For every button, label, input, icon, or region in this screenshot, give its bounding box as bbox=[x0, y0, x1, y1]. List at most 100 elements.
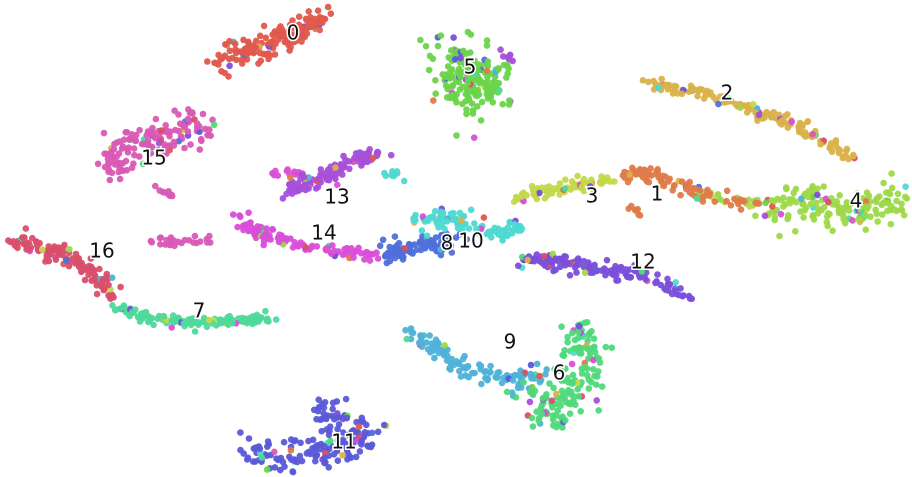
cluster-5-point bbox=[448, 66, 456, 73]
cluster-11-point bbox=[326, 427, 333, 435]
cluster-5-point bbox=[467, 49, 474, 56]
cluster-6-point bbox=[569, 329, 576, 337]
cluster-8-point bbox=[437, 246, 444, 253]
cluster-9-point bbox=[464, 362, 472, 370]
cluster-11-point bbox=[297, 439, 304, 447]
cluster-16-point bbox=[39, 246, 46, 253]
cluster-4-point bbox=[824, 210, 832, 217]
cluster-11-point bbox=[329, 405, 337, 413]
cluster-6-point bbox=[591, 343, 598, 351]
cluster-15-point bbox=[101, 163, 109, 171]
cluster-7-point bbox=[192, 319, 200, 327]
cluster-15-point bbox=[175, 137, 182, 145]
cluster-7-point bbox=[258, 314, 265, 321]
cluster-11-point bbox=[380, 421, 388, 429]
cluster-11-point bbox=[271, 464, 279, 471]
cluster-4-point bbox=[882, 189, 890, 196]
cluster-0-point bbox=[311, 15, 319, 23]
cluster-14-point bbox=[331, 247, 338, 255]
cluster-12-point bbox=[566, 272, 574, 279]
cluster-7-point bbox=[121, 303, 128, 311]
cluster-5-point bbox=[450, 34, 457, 41]
cluster-6-point bbox=[557, 402, 564, 410]
cluster-15-point bbox=[107, 150, 115, 158]
stray-point bbox=[148, 239, 156, 246]
cluster-15-point bbox=[122, 157, 130, 165]
cluster-10-point bbox=[465, 225, 473, 232]
stray-point bbox=[236, 212, 243, 219]
cluster-6-point bbox=[558, 323, 565, 331]
cluster-2-point bbox=[720, 93, 728, 100]
cluster-6-point bbox=[565, 386, 572, 394]
cluster-11-point bbox=[287, 447, 295, 454]
cluster-6-point bbox=[503, 388, 511, 396]
cluster-0-point bbox=[204, 58, 211, 65]
cluster-8-point bbox=[401, 245, 409, 252]
cluster-15-point bbox=[199, 110, 207, 118]
cluster-2-point bbox=[644, 78, 652, 86]
cluster-11-point bbox=[322, 459, 329, 466]
cluster-7-point bbox=[154, 315, 161, 323]
cluster-4-point bbox=[800, 214, 807, 221]
cluster-7-point bbox=[199, 318, 207, 326]
cluster-5-point bbox=[432, 90, 440, 97]
cluster-2-point bbox=[741, 102, 748, 109]
cluster-16-point bbox=[117, 283, 124, 291]
cluster-12-point bbox=[581, 269, 589, 277]
cluster-5-point bbox=[470, 134, 478, 141]
cluster-1-point bbox=[677, 191, 684, 199]
cluster-15-point bbox=[184, 128, 192, 135]
cluster-6-point bbox=[549, 404, 556, 411]
cluster-6-point bbox=[585, 385, 593, 392]
cluster-14-point bbox=[247, 219, 254, 226]
cluster-0-point bbox=[327, 10, 335, 17]
cluster-0-point bbox=[256, 32, 264, 40]
cluster-1-point bbox=[643, 173, 650, 180]
cluster-label-0: 0 bbox=[287, 21, 300, 45]
cluster-5-point bbox=[422, 42, 430, 50]
cluster-4-point bbox=[865, 192, 873, 200]
cluster-16-point bbox=[81, 276, 89, 284]
cluster-1-point bbox=[666, 175, 673, 183]
cluster-7-point bbox=[203, 323, 211, 331]
cluster-15-point bbox=[202, 125, 209, 133]
stray-point bbox=[191, 232, 199, 240]
cluster-4-point bbox=[797, 208, 804, 215]
cluster-10-point bbox=[433, 220, 441, 227]
cluster-13-point bbox=[334, 181, 341, 189]
cluster-9-point bbox=[468, 369, 476, 377]
cluster-12-point bbox=[580, 263, 588, 271]
cluster-10-point bbox=[410, 215, 417, 222]
cluster-5-point bbox=[449, 82, 456, 90]
cluster-0-point bbox=[222, 41, 229, 48]
cluster-12-point bbox=[614, 277, 622, 284]
cluster-2-point bbox=[707, 89, 714, 96]
cluster-0-point bbox=[291, 24, 299, 32]
cluster-2-point bbox=[817, 141, 824, 148]
cluster-2-point bbox=[762, 110, 769, 117]
cluster-label-16: 16 bbox=[89, 239, 114, 263]
cluster-5-point bbox=[465, 96, 473, 103]
cluster-2-point bbox=[747, 106, 755, 113]
cluster-5-point bbox=[499, 100, 507, 108]
cluster-16-point bbox=[78, 268, 85, 276]
cluster-14-point bbox=[250, 228, 257, 236]
cluster-12-point bbox=[573, 269, 580, 276]
cluster-11-point bbox=[289, 468, 297, 476]
cluster-0-point bbox=[240, 36, 247, 44]
cluster-1-point bbox=[682, 185, 690, 193]
cluster-0-point bbox=[221, 69, 229, 77]
cluster-6-point bbox=[571, 336, 579, 344]
cluster-4-point bbox=[902, 183, 909, 190]
stray-point bbox=[283, 167, 291, 175]
cluster-5-point bbox=[417, 36, 424, 44]
cluster-7-point bbox=[265, 318, 272, 325]
cluster-16-point bbox=[19, 234, 26, 241]
cluster-13-point bbox=[317, 166, 325, 173]
cluster-3-point bbox=[536, 189, 543, 197]
cluster-15-point bbox=[136, 126, 143, 134]
cluster-5-point bbox=[450, 91, 457, 99]
cluster-5-point bbox=[434, 42, 442, 50]
cluster-2-point bbox=[809, 130, 816, 138]
cluster-7-point bbox=[180, 320, 188, 327]
